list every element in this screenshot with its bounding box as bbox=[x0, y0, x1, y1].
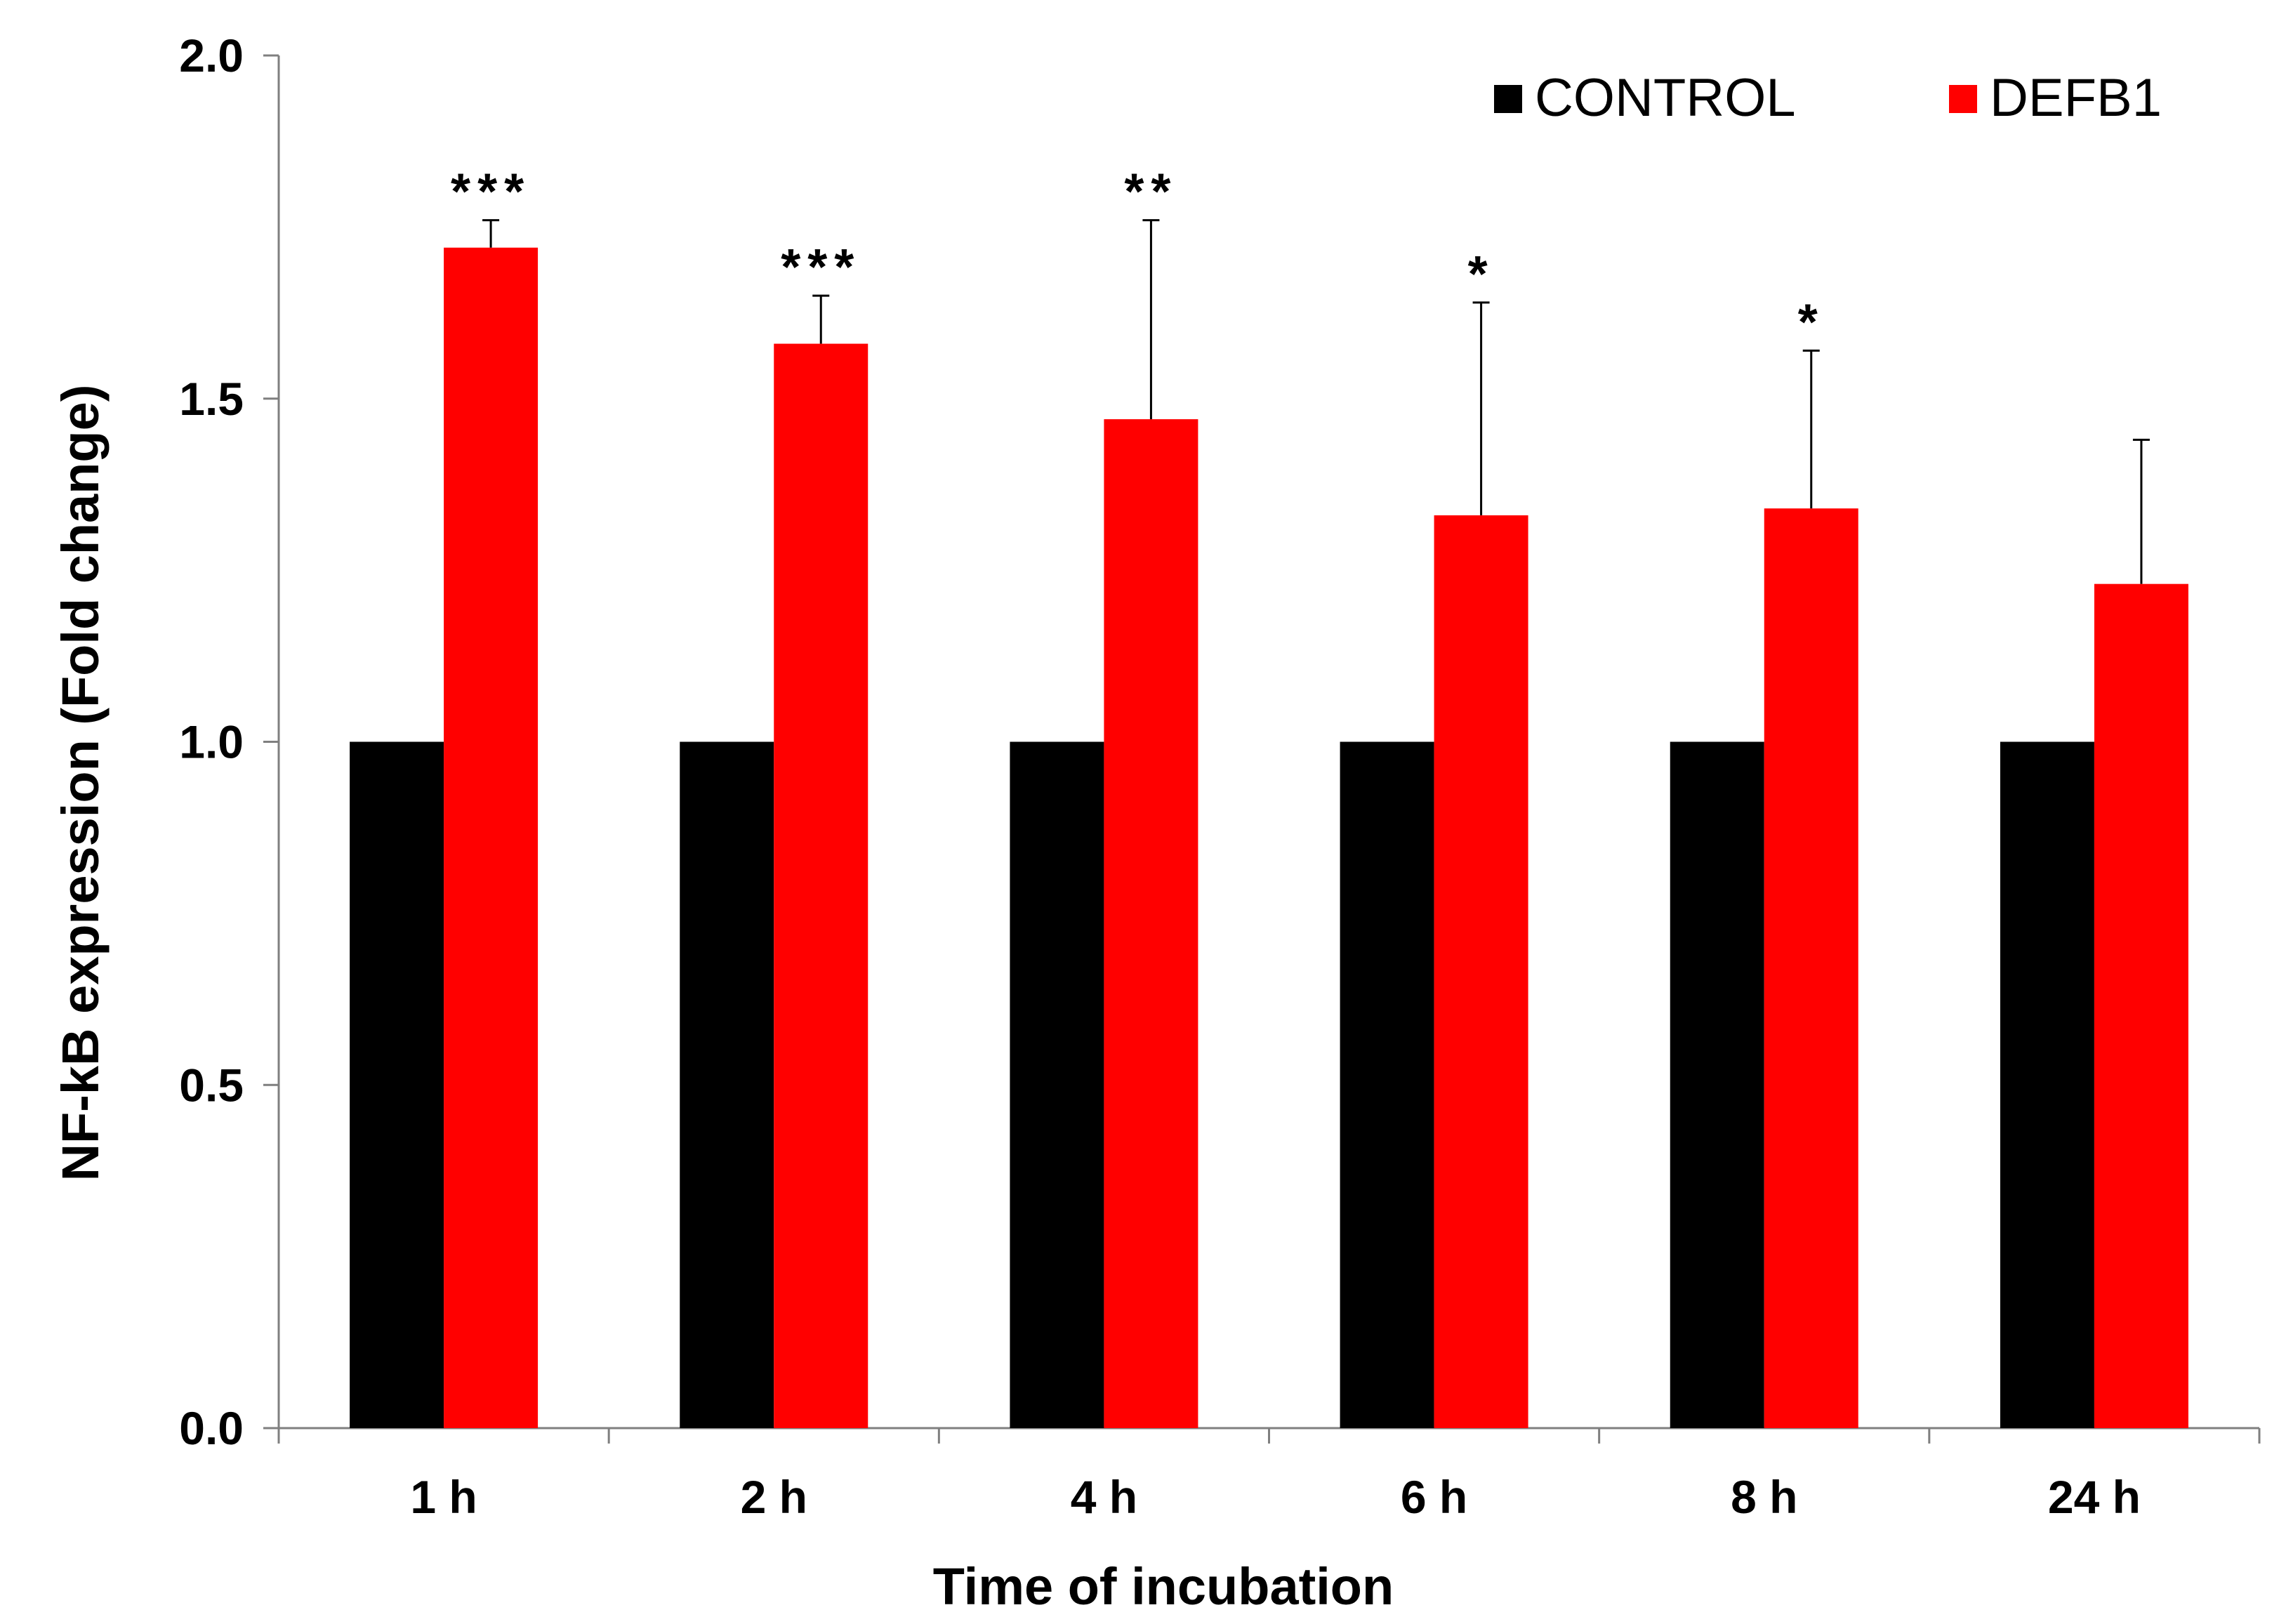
x-axis-ticks: 1 h 2 h 4 h 6 h 8 h 24 h bbox=[277, 1428, 2261, 1523]
x-tick-label: 6 h bbox=[1401, 1471, 1467, 1523]
y-tick-label: 0.0 bbox=[179, 1402, 244, 1454]
significance-marker: *** bbox=[451, 164, 531, 220]
y-tick-label: 1.5 bbox=[179, 373, 244, 425]
x-tick-label: 4 h bbox=[1071, 1471, 1137, 1523]
x-tick-label: 2 h bbox=[741, 1471, 807, 1523]
legend-swatch-control bbox=[1494, 85, 1522, 113]
bar-control-2h bbox=[680, 741, 774, 1428]
x-tick-label: 1 h bbox=[410, 1471, 477, 1523]
legend: CONTROL DEFB1 bbox=[1494, 68, 2162, 128]
significance-marker: * bbox=[1468, 246, 1495, 303]
legend-swatch-defb1 bbox=[1949, 85, 1977, 113]
bar-defb1-8h bbox=[1764, 508, 1858, 1428]
y-axis-title: NF-kB expression (Fold change) bbox=[51, 385, 110, 1182]
error-bars bbox=[482, 219, 2150, 584]
bar-control-4h bbox=[1010, 741, 1104, 1428]
bar-control-1h bbox=[350, 741, 444, 1428]
x-axis-title: Time of incubation bbox=[933, 1557, 1394, 1616]
significance-marker: ** bbox=[1124, 164, 1177, 220]
x-tick-label: 24 h bbox=[2048, 1471, 2141, 1523]
bar-defb1-24h bbox=[2094, 583, 2188, 1428]
y-tick-label: 0.5 bbox=[179, 1059, 244, 1111]
bar-defb1-1h bbox=[444, 247, 539, 1429]
legend-label-defb1: DEFB1 bbox=[1990, 68, 2162, 128]
bar-defb1-2h bbox=[774, 343, 868, 1428]
bar-control-24h bbox=[2000, 741, 2094, 1428]
y-axis-ticks: 0.0 0.5 1.0 1.5 2.0 bbox=[179, 29, 279, 1454]
significance-marker: *** bbox=[781, 239, 861, 296]
bar-control-6h bbox=[1340, 741, 1434, 1428]
y-tick-label: 2.0 bbox=[179, 29, 244, 81]
y-tick-label: 1.0 bbox=[179, 716, 244, 768]
bar-defb1-6h bbox=[1434, 515, 1528, 1428]
x-tick-label: 8 h bbox=[1731, 1471, 1797, 1523]
bar-defb1-4h bbox=[1104, 419, 1198, 1429]
significance-marker: * bbox=[1798, 294, 1825, 350]
legend-label-control: CONTROL bbox=[1535, 68, 1796, 128]
significance-markers: ********** bbox=[451, 164, 1825, 351]
bars bbox=[350, 247, 2188, 1429]
bar-control-8h bbox=[1670, 741, 1764, 1428]
